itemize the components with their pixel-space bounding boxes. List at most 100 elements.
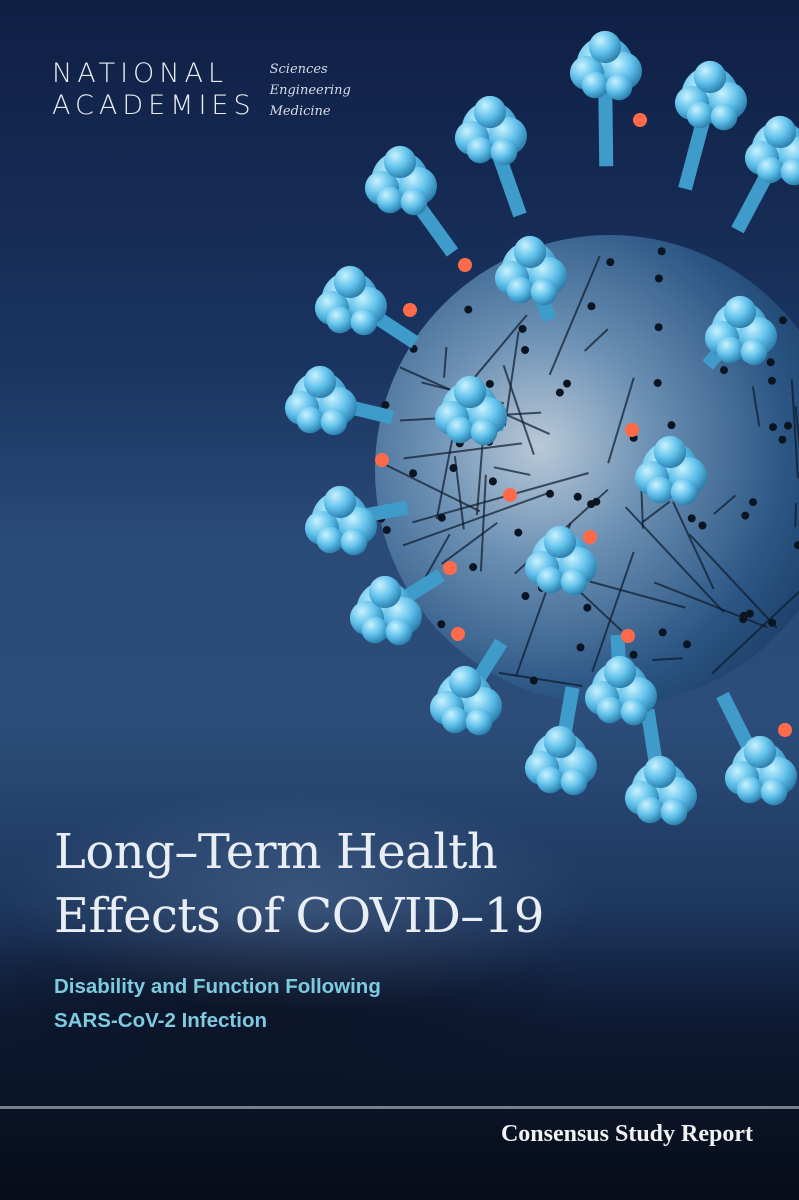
lattice-node bbox=[778, 316, 787, 325]
lattice-node bbox=[449, 464, 458, 473]
lattice-line bbox=[591, 551, 635, 673]
virus-red-dot bbox=[621, 629, 635, 643]
spike-protein bbox=[350, 308, 378, 336]
spike-protein bbox=[603, 655, 637, 689]
lattice-node bbox=[437, 620, 446, 629]
lattice-line bbox=[402, 492, 549, 547]
spike-protein bbox=[296, 406, 324, 434]
spike-protein bbox=[743, 735, 777, 769]
lattice-node bbox=[587, 500, 596, 509]
spike-protein bbox=[448, 665, 482, 699]
spike-protein bbox=[473, 95, 507, 129]
spike-protein bbox=[513, 235, 547, 269]
lattice-node bbox=[437, 513, 446, 522]
lattice-node bbox=[629, 650, 638, 659]
virus-red-dot bbox=[625, 423, 639, 437]
virus-red-dot bbox=[375, 453, 389, 467]
lattice-node bbox=[687, 514, 696, 523]
lattice-line bbox=[473, 314, 528, 379]
lattice-node bbox=[573, 492, 582, 501]
logo-line-2: ACADEMIES bbox=[52, 90, 256, 121]
lattice-node bbox=[768, 618, 777, 627]
spike-protein bbox=[376, 186, 404, 214]
lattice-line bbox=[653, 581, 768, 629]
lattice-node bbox=[555, 388, 564, 397]
lattice-line bbox=[435, 430, 455, 520]
lattice-line bbox=[403, 442, 522, 460]
virus-body bbox=[375, 235, 799, 705]
spike-protein bbox=[560, 768, 588, 796]
spike-protein bbox=[368, 575, 402, 609]
spike-protein bbox=[756, 156, 784, 184]
series-label: Consensus Study Report bbox=[500, 1121, 753, 1147]
lattice-line bbox=[672, 501, 715, 590]
spike-protein bbox=[660, 798, 688, 826]
lattice-line bbox=[688, 533, 778, 629]
lattice-node bbox=[521, 345, 530, 354]
lattice-node bbox=[739, 611, 748, 620]
spike-protein bbox=[581, 71, 609, 99]
lattice-node bbox=[606, 258, 615, 267]
lattice-node bbox=[657, 247, 666, 256]
lattice-node bbox=[793, 541, 799, 550]
spike-protein bbox=[716, 336, 744, 364]
lattice-line bbox=[607, 377, 635, 464]
book-title: Long–Term Health Effects of COVID–19 bbox=[54, 820, 544, 948]
virus-red-dot bbox=[583, 530, 597, 544]
lattice-line bbox=[625, 506, 725, 613]
book-subtitle: Disability and Function Following SARS-C… bbox=[54, 970, 381, 1038]
spike-protein bbox=[385, 618, 413, 646]
spike-protein bbox=[466, 136, 494, 164]
subtitle-line-1: Disability and Function Following bbox=[54, 975, 381, 998]
spike-protein bbox=[441, 706, 469, 734]
subtitle-line-2: SARS-CoV-2 Infection bbox=[54, 1009, 267, 1032]
lattice-node bbox=[682, 640, 691, 649]
spike-protein bbox=[536, 766, 564, 794]
lattice-node bbox=[521, 592, 530, 601]
lattice-line bbox=[493, 466, 531, 476]
lattice-node bbox=[653, 378, 662, 387]
spike-protein bbox=[588, 30, 622, 64]
lattice-line bbox=[751, 386, 761, 427]
spike-protein bbox=[320, 408, 348, 436]
spike-protein bbox=[490, 138, 518, 166]
lattice-node bbox=[587, 302, 596, 311]
lattice-line bbox=[794, 503, 798, 528]
spike-protein bbox=[400, 188, 428, 216]
spike-protein bbox=[316, 526, 344, 554]
lattice-node bbox=[381, 401, 390, 410]
lattice-node bbox=[741, 511, 750, 520]
lattice-line bbox=[583, 328, 609, 352]
spike-protein bbox=[686, 101, 714, 129]
lattice-line bbox=[713, 494, 736, 515]
virus-red-dot bbox=[403, 303, 417, 317]
spike-protein bbox=[740, 338, 768, 366]
lattice-node bbox=[382, 526, 391, 535]
lattice-line bbox=[443, 346, 448, 378]
lattice-node bbox=[488, 477, 497, 486]
lattice-line bbox=[382, 462, 481, 513]
spike-protein bbox=[636, 796, 664, 824]
spike-protein bbox=[605, 73, 633, 101]
lattice-line bbox=[479, 474, 487, 572]
lattice-node bbox=[545, 489, 554, 498]
spike-protein bbox=[643, 755, 677, 789]
spike-protein bbox=[361, 616, 389, 644]
spike-protein bbox=[326, 306, 354, 334]
spike-protein bbox=[453, 375, 487, 409]
virus-red-dot bbox=[451, 627, 465, 641]
lattice-node bbox=[778, 435, 787, 444]
lattice-node bbox=[514, 528, 523, 537]
lattice-node bbox=[768, 423, 777, 432]
spike-protein bbox=[323, 485, 357, 519]
lattice-node bbox=[464, 305, 473, 314]
lattice-line bbox=[548, 255, 601, 376]
title-line-2: Effects of COVID–19 bbox=[54, 888, 544, 944]
spike-protein bbox=[383, 145, 417, 179]
spike-protein bbox=[760, 778, 788, 806]
virus-red-dot bbox=[778, 723, 792, 737]
spike-protein bbox=[543, 725, 577, 759]
lattice-node bbox=[654, 274, 663, 283]
lattice-node bbox=[766, 358, 775, 367]
lattice-node bbox=[667, 421, 676, 430]
